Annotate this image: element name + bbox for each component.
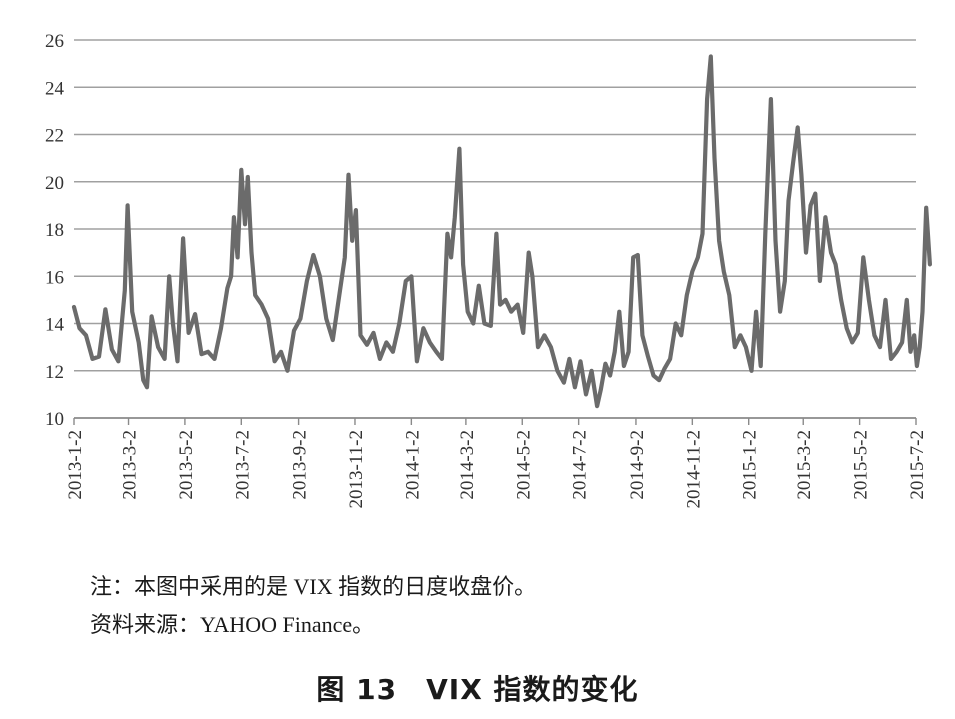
y-axis-tick-labels: 10 12 14 16 18 20 22 24 26: [45, 31, 65, 430]
x-tick-label: 2013-11-2: [346, 430, 367, 508]
y-tick-label: 14: [45, 315, 65, 336]
x-tick-label: 2015-7-2: [907, 430, 928, 500]
figure-caption: 图 13 VIX 指数的变化: [316, 673, 639, 706]
series-group: [71, 54, 932, 409]
x-tick-label: 2013-7-2: [232, 430, 253, 500]
x-tick-label: 2013-1-2: [65, 430, 86, 500]
x-tick-label: 2014-7-2: [570, 430, 591, 500]
vix-line-chart: 10 12 14 16 18 20 22 24 26 2013-1-2 2013-3-2 2013-…: [0, 0, 955, 560]
y-tick-label: 22: [45, 126, 64, 147]
y-tick-label: 16: [45, 267, 64, 288]
x-tick-label: 2014-5-2: [513, 430, 534, 500]
x-tick-label: 2015-5-2: [851, 430, 872, 500]
x-tick-label: 2013-3-2: [120, 430, 141, 500]
chart-notes: 注：本图中采用的是 VIX 指数的日度收盘价。 资料来源：YAHOO Finan…: [90, 568, 536, 644]
y-tick-label: 26: [45, 31, 64, 52]
x-tick-label: 2015-3-2: [794, 430, 815, 500]
x-tick-label: 2013-5-2: [176, 430, 197, 500]
chart-background: [0, 0, 955, 560]
x-axis: [73, 417, 917, 425]
y-tick-label: 10: [45, 409, 64, 430]
y-tick-label: 18: [45, 220, 64, 241]
x-tick-label: 2014-11-2: [683, 430, 704, 508]
y-tick-label: 20: [45, 173, 64, 194]
y-tick-label: 12: [45, 362, 64, 383]
vix-series-line: [71, 54, 932, 409]
x-tick-label: 2014-3-2: [457, 430, 478, 500]
x-axis-tick-labels: 2013-1-2 2013-3-2 2013-5-2 2013-7-2 2013-9-2…: [65, 430, 928, 508]
y-tick-label: 24: [45, 78, 65, 99]
x-tick-label: 2015-1-2: [740, 430, 761, 500]
source-line: 资料来源：YAHOO Finance。: [90, 612, 375, 637]
x-tick-label: 2014-1-2: [402, 430, 423, 500]
x-tick-label: 2014-9-2: [627, 430, 648, 500]
note-line: 注：本图中采用的是 VIX 指数的日度收盘价。: [90, 574, 537, 599]
x-tick-label: 2013-9-2: [290, 430, 311, 500]
